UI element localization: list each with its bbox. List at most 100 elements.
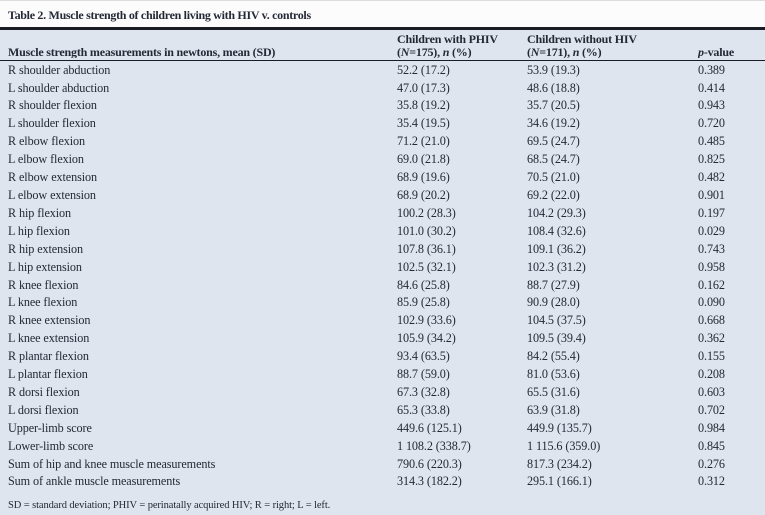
control-value: 65.5 (31.6) bbox=[527, 384, 580, 399]
row-label: Sum of hip and knee muscle measurements bbox=[8, 456, 216, 471]
p-value: 0.389 bbox=[698, 62, 725, 77]
p-value: 0.958 bbox=[698, 259, 725, 274]
row-label: L hip flexion bbox=[8, 223, 70, 238]
control-value: 63.9 (31.8) bbox=[527, 402, 580, 417]
row-label: L knee flexion bbox=[8, 295, 78, 310]
p-value: 0.090 bbox=[698, 295, 725, 310]
table-row: R elbow flexion 71.2 (21.0) 69.5 (24.7) … bbox=[0, 133, 765, 151]
header-pvalue: p-value bbox=[698, 45, 734, 59]
row-label: L elbow flexion bbox=[8, 152, 84, 167]
p-value: 0.155 bbox=[698, 349, 725, 364]
header-phiv-line1: Children with PHIV bbox=[397, 33, 498, 46]
phiv-value: 85.9 (25.8) bbox=[397, 295, 450, 310]
control-value: 1 115.6 (359.0) bbox=[527, 438, 601, 453]
row-label: R knee extension bbox=[8, 313, 91, 328]
control-value: 69.2 (22.0) bbox=[527, 187, 580, 202]
phiv-value: 107.8 (36.1) bbox=[397, 241, 456, 256]
p-value: 0.485 bbox=[698, 134, 725, 149]
table-row: L shoulder abduction 47.0 (17.3) 48.6 (1… bbox=[0, 79, 765, 97]
control-value: 88.7 (27.9) bbox=[527, 277, 580, 292]
p-value: 0.312 bbox=[698, 474, 725, 489]
table-row: L dorsi flexion 65.3 (33.8) 63.9 (31.8) … bbox=[0, 401, 765, 419]
p-value: 0.702 bbox=[698, 402, 725, 417]
control-value: 109.1 (36.2) bbox=[527, 241, 586, 256]
header-rule bbox=[0, 60, 765, 62]
table-body: Muscle strength measurements in newtons,… bbox=[0, 30, 765, 515]
row-label: R hip flexion bbox=[8, 205, 72, 220]
table-row: L hip flexion 101.0 (30.2) 108.4 (32.6) … bbox=[0, 222, 765, 240]
phiv-value: 47.0 (17.3) bbox=[397, 80, 450, 95]
row-label: R shoulder abduction bbox=[8, 62, 111, 77]
phiv-value: 790.6 (220.3) bbox=[397, 456, 462, 471]
control-value: 68.5 (24.7) bbox=[527, 152, 580, 167]
control-value: 102.3 (31.2) bbox=[527, 259, 586, 274]
table-rows: R shoulder abduction 52.2 (17.2) 53.9 (1… bbox=[0, 61, 765, 491]
row-label: Sum of ankle muscle measurements bbox=[8, 474, 181, 489]
row-label: L shoulder flexion bbox=[8, 116, 96, 131]
p-value: 0.901 bbox=[698, 187, 725, 202]
phiv-value: 52.2 (17.2) bbox=[397, 62, 450, 77]
control-value: 34.6 (19.2) bbox=[527, 116, 580, 131]
table-row: R hip extension 107.8 (36.1) 109.1 (36.2… bbox=[0, 240, 765, 258]
control-value: 70.5 (21.0) bbox=[527, 170, 580, 185]
p-value: 0.208 bbox=[698, 367, 725, 382]
control-value: 48.6 (18.8) bbox=[527, 80, 580, 95]
phiv-value: 68.9 (19.6) bbox=[397, 170, 450, 185]
table-row: L knee extension 105.9 (34.2) 109.5 (39.… bbox=[0, 330, 765, 348]
table-header-row: Muscle strength measurements in newtons,… bbox=[0, 30, 765, 60]
table-row: L knee flexion 85.9 (25.8) 90.9 (28.0) 0… bbox=[0, 294, 765, 312]
control-value: 108.4 (32.6) bbox=[527, 223, 586, 238]
table-footnote: SD = standard deviation; PHIV = perinata… bbox=[8, 499, 331, 511]
p-value: 0.276 bbox=[698, 456, 725, 471]
p-value: 0.414 bbox=[698, 80, 725, 95]
phiv-value: 449.6 (125.1) bbox=[397, 420, 462, 435]
row-label: R dorsi flexion bbox=[8, 384, 80, 399]
table-row: R knee flexion 84.6 (25.8) 88.7 (27.9) 0… bbox=[0, 276, 765, 294]
phiv-value: 88.7 (59.0) bbox=[397, 367, 450, 382]
row-label: L elbow extension bbox=[8, 187, 96, 202]
row-label: Lower-limb score bbox=[8, 438, 94, 453]
row-label: R elbow extension bbox=[8, 170, 98, 185]
row-label: L knee extension bbox=[8, 331, 90, 346]
p-value: 0.845 bbox=[698, 438, 725, 453]
phiv-value: 35.8 (19.2) bbox=[397, 98, 450, 113]
control-value: 90.9 (28.0) bbox=[527, 295, 580, 310]
control-value: 817.3 (234.2) bbox=[527, 456, 592, 471]
control-value: 81.0 (53.6) bbox=[527, 367, 580, 382]
p-value: 0.720 bbox=[698, 116, 725, 131]
p-value: 0.668 bbox=[698, 313, 725, 328]
row-label: L dorsi flexion bbox=[8, 402, 79, 417]
table-row: R knee extension 102.9 (33.6) 104.5 (37.… bbox=[0, 312, 765, 330]
table-row: L hip extension 102.5 (32.1) 102.3 (31.2… bbox=[0, 258, 765, 276]
phiv-value: 67.3 (32.8) bbox=[397, 384, 450, 399]
phiv-value: 101.0 (30.2) bbox=[397, 223, 456, 238]
table-row: L shoulder flexion 35.4 (19.5) 34.6 (19.… bbox=[0, 115, 765, 133]
p-value: 0.362 bbox=[698, 331, 725, 346]
row-label: R hip extension bbox=[8, 241, 84, 256]
row-label: R plantar flexion bbox=[8, 349, 89, 364]
table-row: R shoulder abduction 52.2 (17.2) 53.9 (1… bbox=[0, 61, 765, 79]
header-phiv-group: Children with PHIV (N=175), n (%) bbox=[389, 33, 519, 58]
phiv-value: 71.2 (21.0) bbox=[397, 134, 450, 149]
p-value: 0.197 bbox=[698, 205, 725, 220]
p-value: 0.743 bbox=[698, 241, 725, 256]
phiv-value: 102.5 (32.1) bbox=[397, 259, 456, 274]
row-label: L plantar flexion bbox=[8, 367, 88, 382]
table-row: L elbow flexion 69.0 (21.8) 68.5 (24.7) … bbox=[0, 151, 765, 169]
row-label: Upper-limb score bbox=[8, 420, 92, 435]
title-rule bbox=[0, 27, 765, 30]
control-value: 84.2 (55.4) bbox=[527, 349, 580, 364]
p-value: 0.029 bbox=[698, 223, 725, 238]
table-title: Table 2. Muscle strength of children liv… bbox=[8, 8, 311, 22]
p-value: 0.984 bbox=[698, 420, 725, 435]
table-title-bar: Table 2. Muscle strength of children liv… bbox=[0, 1, 765, 27]
table-row: R shoulder flexion 35.8 (19.2) 35.7 (20.… bbox=[0, 97, 765, 115]
table-row: Lower-limb score 1 108.2 (338.7) 1 115.6… bbox=[0, 437, 765, 455]
phiv-value: 65.3 (33.8) bbox=[397, 402, 450, 417]
row-label: R elbow flexion bbox=[8, 134, 86, 149]
row-label: L hip extension bbox=[8, 259, 82, 274]
phiv-value: 93.4 (63.5) bbox=[397, 349, 450, 364]
control-value: 69.5 (24.7) bbox=[527, 134, 580, 149]
header-control-group: Children without HIV (N=171), n (%) bbox=[519, 33, 690, 58]
phiv-value: 105.9 (34.2) bbox=[397, 331, 456, 346]
